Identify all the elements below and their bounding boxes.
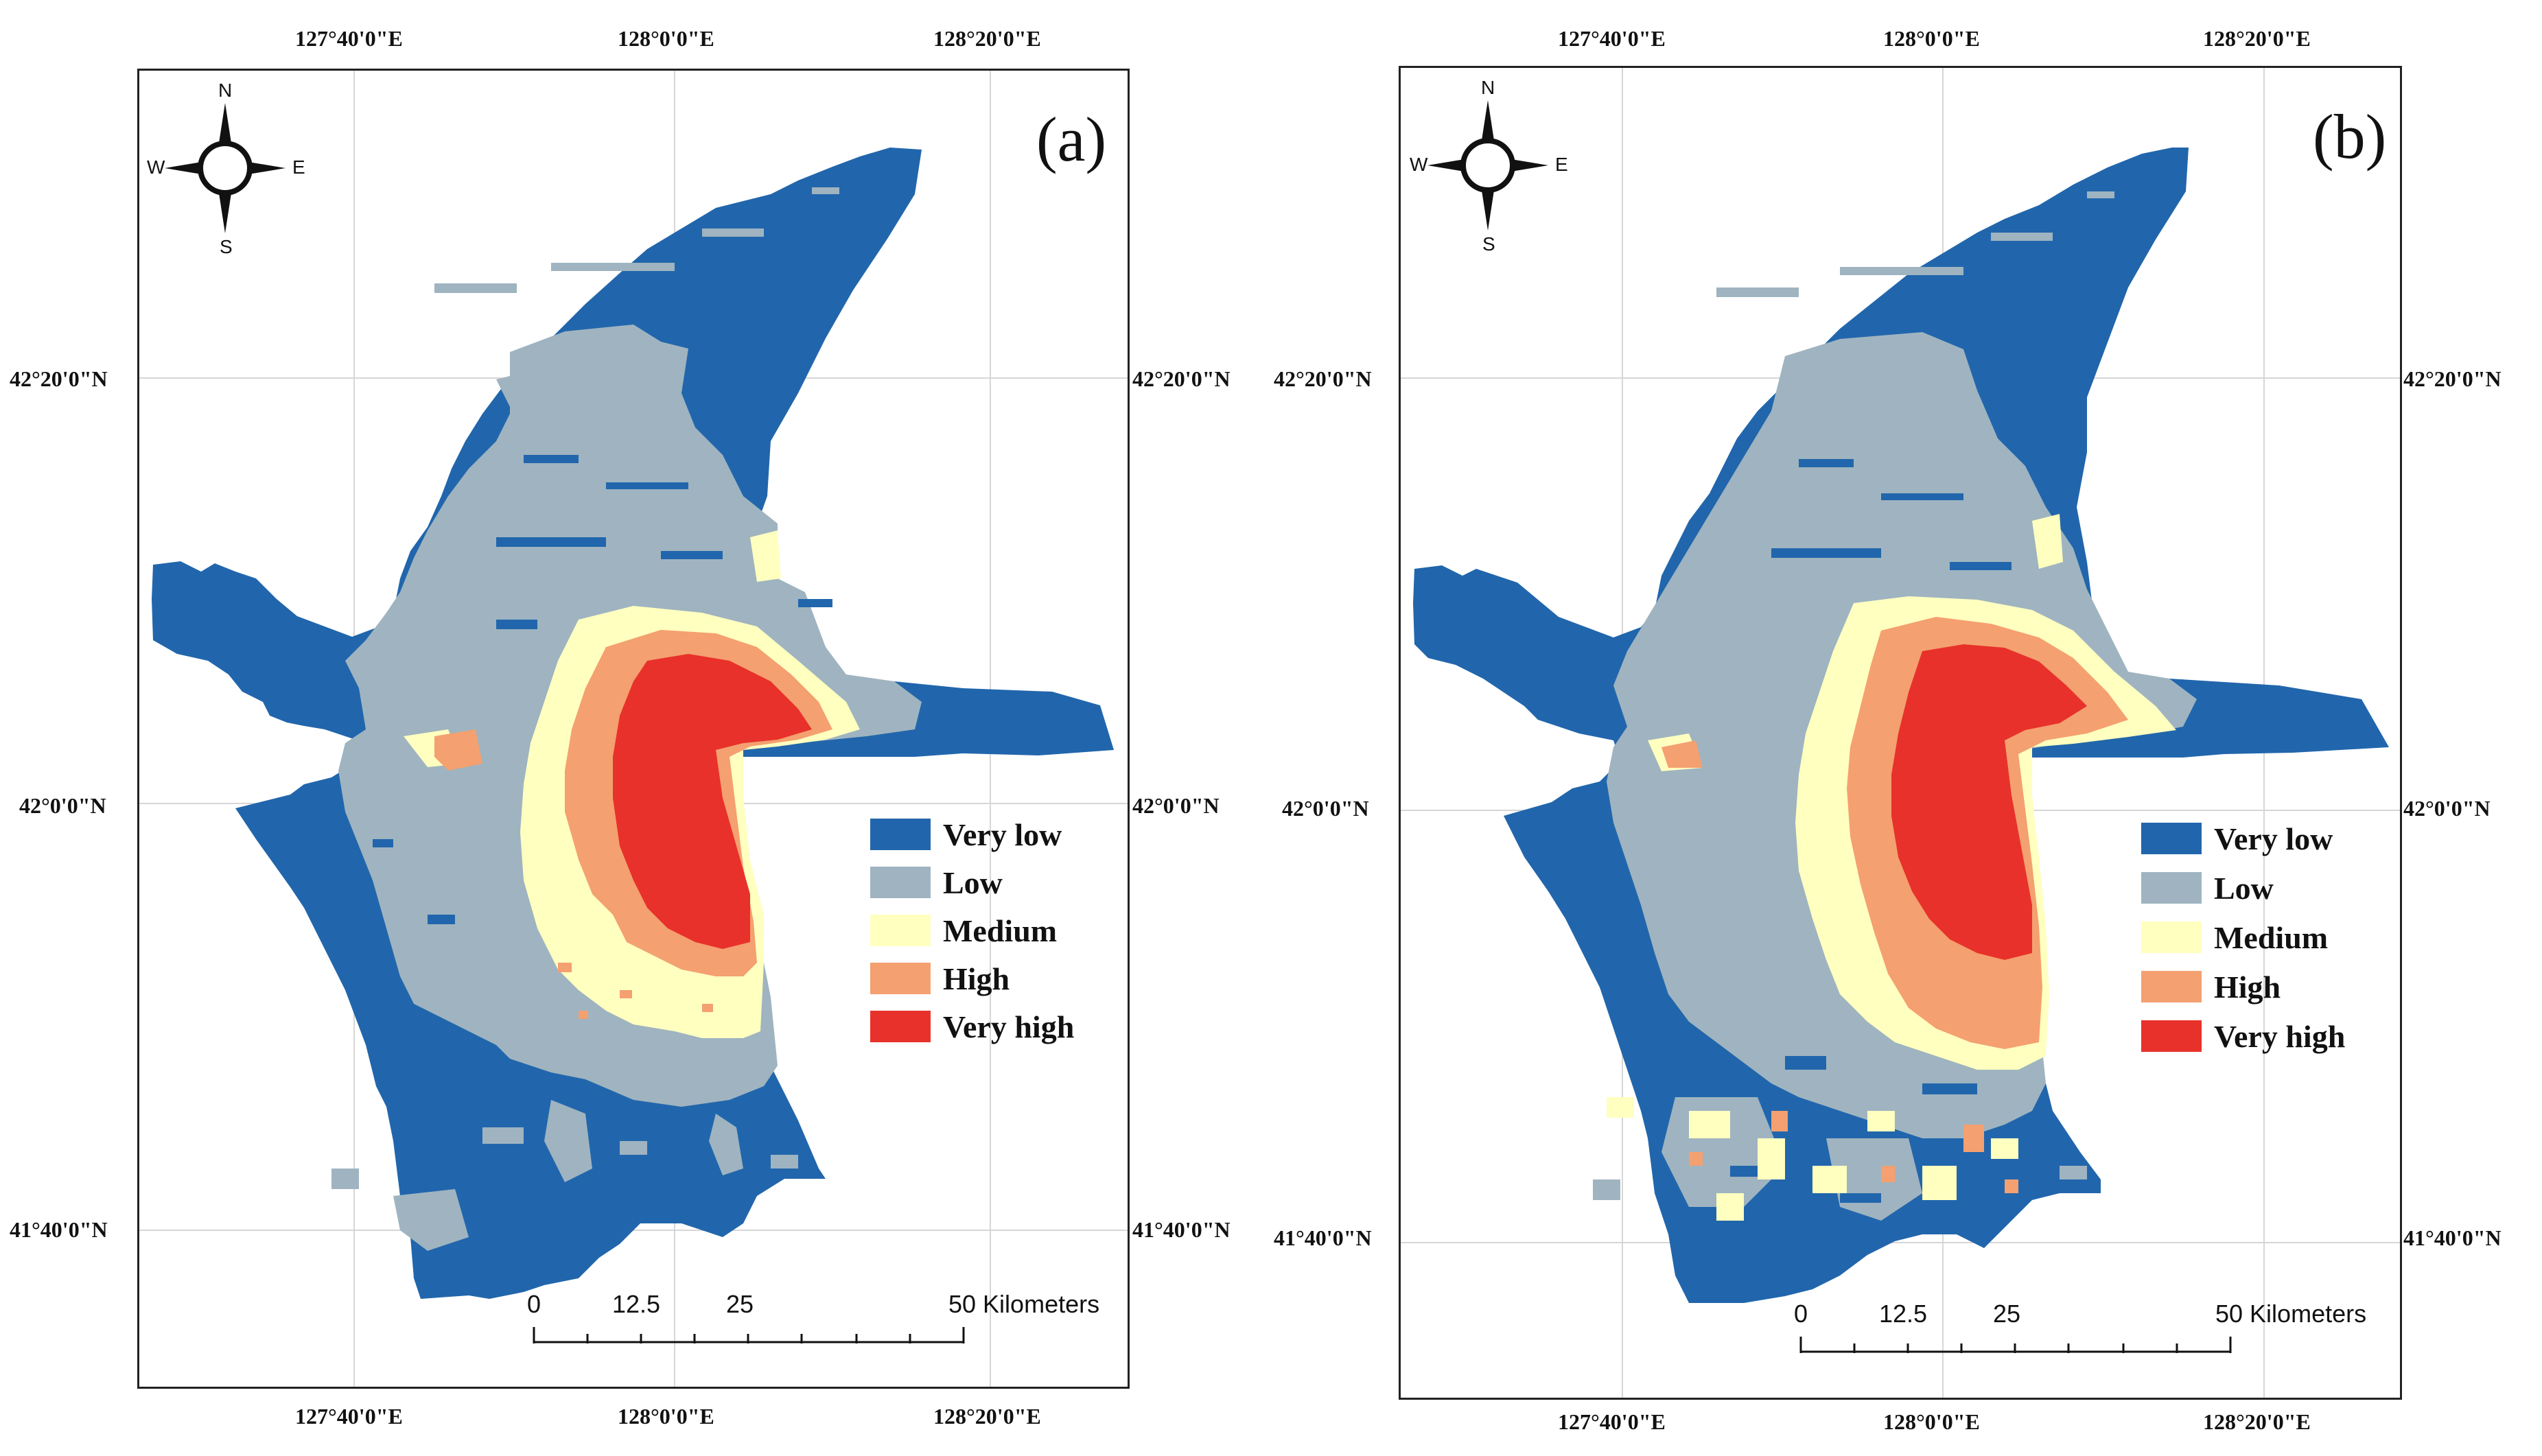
top-lon-label: 127°40'0"E <box>295 26 403 51</box>
risk-map <box>1401 68 2400 1398</box>
top-lon-label: 128°20'0"E <box>933 26 1041 51</box>
legend-item: Low <box>870 865 1003 900</box>
scale-label: 50 Kilometers <box>948 1290 1100 1318</box>
top-lon-label: 128°20'0"E <box>2203 26 2311 51</box>
compass-icon <box>165 103 285 233</box>
scale-ruler <box>533 1327 965 1343</box>
legend-item: Low <box>2141 870 2274 906</box>
compass-w: W <box>147 156 165 178</box>
bottom-lon-label: 127°40'0"E <box>295 1404 403 1429</box>
right-lat-label: 42°0'0"N <box>1132 793 1220 818</box>
right-lat-label: 41°40'0"N <box>1132 1217 1231 1242</box>
map-legend: Very low Low Medium High Very high <box>870 817 1131 1064</box>
legend-swatch <box>870 819 931 850</box>
legend-item: Medium <box>2141 919 2328 955</box>
legend-label: Very high <box>2214 1018 2346 1054</box>
legend-label: Medium <box>2214 919 2329 955</box>
left-lat-label: 42°20'0"N <box>1274 366 1372 391</box>
panel-label: (a) <box>1036 104 1107 174</box>
right-lat-label: 42°20'0"N <box>2403 366 2502 391</box>
right-lat-label: 42°20'0"N <box>1132 366 1231 391</box>
scale-label: 50 Kilometers <box>2215 1300 2367 1328</box>
scale-label: 25 <box>726 1290 754 1318</box>
legend-item: Very high <box>870 1009 1074 1044</box>
bottom-lon-label: 128°0'0"E <box>618 1404 714 1429</box>
scale-ruler <box>1799 1337 2232 1353</box>
left-lat-label: 42°0'0"N <box>19 793 106 818</box>
legend-item: Very high <box>2141 1018 2345 1054</box>
legend-swatch <box>870 867 931 898</box>
scale-bar: 0 12.5 25 50 Kilometers <box>1788 1300 2392 1375</box>
legend-label: Low <box>943 865 1003 900</box>
top-lon-label: 128°0'0"E <box>618 26 714 51</box>
compass-s: S <box>1482 233 1495 255</box>
legend-swatch <box>2141 971 2202 1002</box>
scale-label: 0 <box>1794 1300 1808 1328</box>
right-lat-label: 42°0'0"N <box>2403 796 2491 821</box>
north-arrow: N S W E <box>1410 77 1568 258</box>
legend-swatch <box>870 1011 931 1042</box>
compass-s: S <box>220 236 233 257</box>
legend-label: Very low <box>943 817 1062 852</box>
legend-label: Very high <box>943 1009 1075 1044</box>
legend-item: Very low <box>870 817 1062 852</box>
compass-e: E <box>1555 154 1568 175</box>
compass-e: E <box>292 156 305 178</box>
legend-swatch <box>2141 872 2202 904</box>
legend-swatch <box>2141 921 2202 953</box>
map-legend: Very low Low Medium High Very high <box>2141 821 2402 1068</box>
compass-icon <box>1427 100 1548 231</box>
risk-map <box>139 71 1128 1387</box>
legend-label: Medium <box>943 913 1058 948</box>
scale-label: 0 <box>527 1290 541 1318</box>
panel-label: (b) <box>2313 102 2387 172</box>
right-lat-label: 41°40'0"N <box>2403 1225 2502 1250</box>
bottom-lon-label: 128°0'0"E <box>1883 1409 1980 1434</box>
scale-label: 12.5 <box>1879 1300 1928 1328</box>
bottom-lon-label: 127°40'0"E <box>1558 1409 1666 1434</box>
legend-item: High <box>870 961 1010 996</box>
scale-label: 12.5 <box>612 1290 661 1318</box>
left-lat-label: 41°40'0"N <box>1274 1225 1372 1250</box>
legend-swatch <box>870 915 931 946</box>
left-lat-label: 42°20'0"N <box>10 366 108 391</box>
compass-n: N <box>1481 77 1495 98</box>
legend-swatch <box>2141 1020 2202 1052</box>
map-frame <box>137 69 1130 1389</box>
legend-label: Low <box>2214 870 2274 906</box>
legend-swatch <box>870 963 931 994</box>
compass-n: N <box>218 80 233 101</box>
legend-label: High <box>2214 969 2281 1005</box>
bottom-lon-label: 128°20'0"E <box>2203 1409 2311 1434</box>
left-lat-label: 42°0'0"N <box>1282 796 1369 821</box>
compass-w: W <box>1410 154 1428 175</box>
map-frame <box>1399 66 2402 1400</box>
scale-bar: 0 12.5 25 50 Kilometers <box>522 1290 1126 1365</box>
north-arrow: N S W E <box>147 80 305 261</box>
scale-label: 25 <box>1993 1300 2021 1328</box>
legend-item: Very low <box>2141 821 2333 856</box>
legend-label: Very low <box>2214 821 2333 856</box>
legend-swatch <box>2141 823 2202 854</box>
legend-item: High <box>2141 969 2281 1005</box>
bottom-lon-label: 128°20'0"E <box>933 1404 1041 1429</box>
top-lon-label: 128°0'0"E <box>1883 26 1980 51</box>
left-lat-label: 41°40'0"N <box>10 1217 108 1242</box>
legend-item: Medium <box>870 913 1057 948</box>
legend-label: High <box>943 961 1010 996</box>
top-lon-label: 127°40'0"E <box>1558 26 1666 51</box>
